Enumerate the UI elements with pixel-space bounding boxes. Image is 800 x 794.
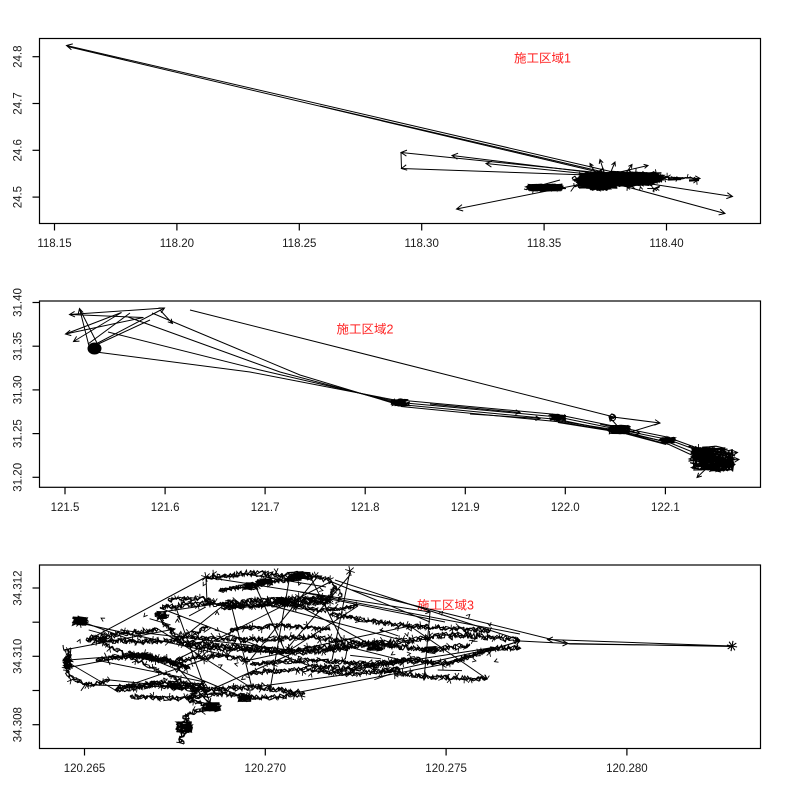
svg-text:118.35: 118.35: [527, 238, 561, 250]
svg-text:31.30: 31.30: [13, 376, 25, 405]
svg-text:122.1: 122.1: [651, 502, 680, 514]
svg-text:118.40: 118.40: [649, 238, 683, 250]
svg-text:118.15: 118.15: [37, 238, 71, 250]
svg-text:34.312: 34.312: [13, 570, 25, 605]
svg-text:118.30: 118.30: [405, 238, 439, 250]
svg-text:34.308: 34.308: [13, 707, 25, 742]
svg-text:24.5: 24.5: [13, 186, 25, 208]
svg-text:31.35: 31.35: [13, 332, 25, 361]
svg-text:1: 1: [564, 52, 571, 66]
svg-text:34.310: 34.310: [13, 639, 25, 674]
svg-text:120.270: 120.270: [245, 763, 287, 775]
svg-text:120.275: 120.275: [425, 763, 467, 775]
svg-text:31.20: 31.20: [13, 463, 25, 492]
svg-text:121.8: 121.8: [351, 502, 380, 514]
svg-text:121.6: 121.6: [151, 502, 180, 514]
svg-text:3: 3: [467, 599, 474, 613]
svg-text:120.265: 120.265: [64, 763, 106, 775]
svg-text:2: 2: [387, 323, 394, 337]
svg-text:31.25: 31.25: [13, 419, 25, 448]
svg-text:118.25: 118.25: [282, 238, 316, 250]
svg-text:24.8: 24.8: [13, 46, 25, 68]
svg-text:121.9: 121.9: [451, 502, 480, 514]
svg-text:121.7: 121.7: [251, 502, 280, 514]
svg-text:122.0: 122.0: [551, 502, 580, 514]
svg-text:31.40: 31.40: [13, 288, 25, 317]
svg-text:120.280: 120.280: [606, 763, 648, 775]
svg-text:121.5: 121.5: [51, 502, 80, 514]
svg-text:118.20: 118.20: [160, 238, 194, 250]
svg-text:24.6: 24.6: [13, 139, 25, 161]
svg-text:24.7: 24.7: [13, 92, 25, 114]
